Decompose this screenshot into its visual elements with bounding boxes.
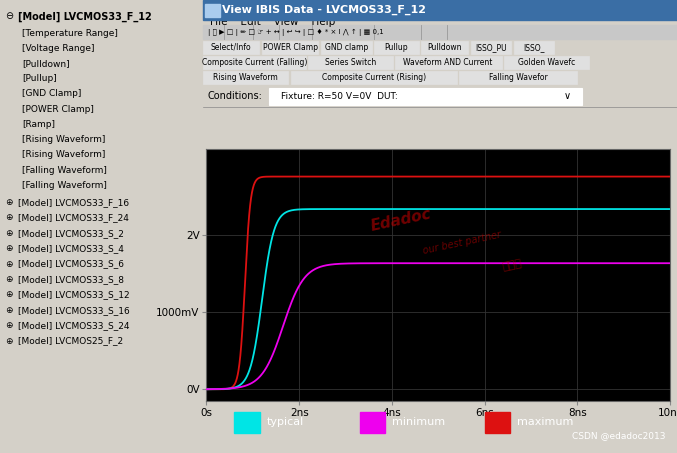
Bar xyxy=(374,41,418,54)
Text: ⊕: ⊕ xyxy=(6,321,16,330)
Bar xyxy=(395,56,502,69)
Text: ⊕: ⊕ xyxy=(6,306,16,315)
Text: Edadoc: Edadoc xyxy=(370,206,433,234)
Text: POWER Clamp: POWER Clamp xyxy=(263,43,318,52)
Text: minimum: minimum xyxy=(392,417,445,428)
Bar xyxy=(308,56,393,69)
Bar xyxy=(203,56,307,69)
Text: [Temperature Range]: [Temperature Range] xyxy=(22,29,118,38)
Bar xyxy=(203,71,288,84)
Text: ∨: ∨ xyxy=(563,92,570,101)
Text: Rising Waveform: Rising Waveform xyxy=(213,73,278,82)
Text: File    Edit    View    Help: File Edit View Help xyxy=(210,17,336,27)
Text: our best partner: our best partner xyxy=(422,229,502,255)
Text: CSDN @edadoc2013: CSDN @edadoc2013 xyxy=(572,431,665,440)
Text: ⊕: ⊕ xyxy=(6,198,16,207)
Bar xyxy=(471,41,511,54)
Text: ISSO_: ISSO_ xyxy=(523,43,544,52)
Text: [Falling Waveform]: [Falling Waveform] xyxy=(22,166,107,175)
Text: ⊕: ⊕ xyxy=(6,213,16,222)
Text: Falling Wavefor: Falling Wavefor xyxy=(489,73,548,82)
Text: [GND Clamp]: [GND Clamp] xyxy=(22,89,81,98)
Bar xyxy=(321,41,372,54)
Text: Select/Info: Select/Info xyxy=(211,43,251,52)
Text: [Model] LVCMOS33_S_2: [Model] LVCMOS33_S_2 xyxy=(18,229,124,238)
Bar xyxy=(485,412,510,433)
Text: [Model] LVCMOS33_S_8: [Model] LVCMOS33_S_8 xyxy=(18,275,124,284)
Text: ISSO_PU: ISSO_PU xyxy=(475,43,507,52)
Text: [Model] LVCMOS33_F_16: [Model] LVCMOS33_F_16 xyxy=(18,198,129,207)
Text: maximum: maximum xyxy=(517,417,573,428)
Text: Conditions:: Conditions: xyxy=(208,92,263,101)
Text: View IBIS Data - LVCMOS33_F_12: View IBIS Data - LVCMOS33_F_12 xyxy=(222,5,426,15)
Text: ⊕: ⊕ xyxy=(6,260,16,269)
Text: [Model] LVCMOS33_F_12: [Model] LVCMOS33_F_12 xyxy=(18,11,152,22)
Text: Pulldown: Pulldown xyxy=(428,43,462,52)
Bar xyxy=(206,5,219,17)
Text: [POWER Clamp]: [POWER Clamp] xyxy=(22,105,94,114)
Bar xyxy=(263,41,318,54)
Text: Composite Current (Rising): Composite Current (Rising) xyxy=(322,73,426,82)
FancyBboxPatch shape xyxy=(269,88,582,105)
Text: [Model] LVCMOS33_S_6: [Model] LVCMOS33_S_6 xyxy=(18,260,124,269)
Text: [Voltage Range]: [Voltage Range] xyxy=(22,44,95,53)
Text: [Falling Waveform]: [Falling Waveform] xyxy=(22,181,107,190)
Text: ⊕: ⊕ xyxy=(6,244,16,253)
Bar xyxy=(421,41,468,54)
Text: [Model] LVCMOS33_S_24: [Model] LVCMOS33_S_24 xyxy=(18,321,130,330)
Text: [Model] LVCMOS33_S_12: [Model] LVCMOS33_S_12 xyxy=(18,290,130,299)
Text: [Pulldown]: [Pulldown] xyxy=(22,59,70,68)
Text: Waveform AND Current: Waveform AND Current xyxy=(403,58,493,67)
Text: | ⎙ ▶ □ | ✏ □ ☞ + ↔ | ↩ ↪ | □ ♦ * × I ⋀ ↑ | ▦ 0,1: | ⎙ ▶ □ | ✏ □ ☞ + ↔ | ↩ ↪ | □ ♦ * × I ⋀ … xyxy=(208,29,384,36)
Text: Golden Wavefc: Golden Wavefc xyxy=(518,58,575,67)
Text: Composite Current (Falling): Composite Current (Falling) xyxy=(202,58,307,67)
Text: [Model] LVCMOS25_F_2: [Model] LVCMOS25_F_2 xyxy=(18,337,123,346)
Text: [Rising Waveform]: [Rising Waveform] xyxy=(22,150,106,159)
Text: [Model] LVCMOS33_S_4: [Model] LVCMOS33_S_4 xyxy=(18,244,124,253)
Bar xyxy=(459,71,577,84)
Bar xyxy=(291,71,456,84)
Text: Pullup: Pullup xyxy=(385,43,408,52)
Text: ⊕: ⊕ xyxy=(6,275,16,284)
Text: [Model] LVCMOS33_S_16: [Model] LVCMOS33_S_16 xyxy=(18,306,130,315)
Text: [Pullup]: [Pullup] xyxy=(22,74,57,83)
Text: [Ramp]: [Ramp] xyxy=(22,120,56,129)
Text: 扫科技: 扫科技 xyxy=(502,258,523,272)
Text: ⊕: ⊕ xyxy=(6,229,16,238)
Text: GND clamp: GND clamp xyxy=(324,43,368,52)
Bar xyxy=(203,41,259,54)
Bar xyxy=(359,412,385,433)
Bar xyxy=(504,56,589,69)
Text: ⊖: ⊖ xyxy=(6,11,18,21)
Text: typical: typical xyxy=(267,417,304,428)
Bar xyxy=(203,0,677,19)
Text: Series Switch: Series Switch xyxy=(325,58,376,67)
Text: [Rising Waveform]: [Rising Waveform] xyxy=(22,135,106,144)
Bar xyxy=(514,41,554,54)
Text: ⊕: ⊕ xyxy=(6,290,16,299)
Text: [Model] LVCMOS33_F_24: [Model] LVCMOS33_F_24 xyxy=(18,213,129,222)
Bar xyxy=(234,412,260,433)
Text: Fixture: R=50 V=0V  DUT:: Fixture: R=50 V=0V DUT: xyxy=(282,92,398,101)
Text: ⊕: ⊕ xyxy=(6,337,16,346)
Bar xyxy=(203,25,677,39)
